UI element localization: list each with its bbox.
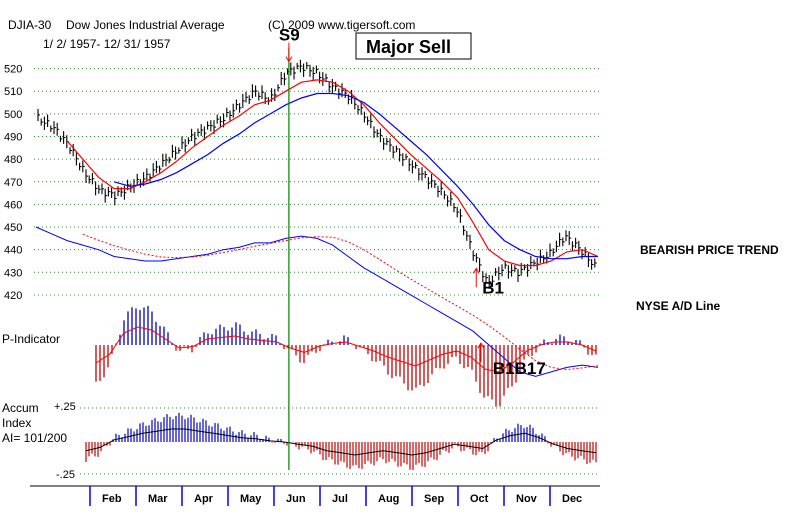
accum-level-label: -.25 bbox=[56, 469, 75, 481]
y-tick-label: 510 bbox=[4, 86, 22, 98]
signal-label: S9 bbox=[279, 26, 300, 45]
ticker-label: DJIA-30 bbox=[8, 18, 52, 32]
major-sell-box bbox=[355, 32, 472, 60]
copyright-label: (C) 2009 www.tigersoft.com bbox=[268, 18, 415, 32]
y-tick-label: 470 bbox=[4, 177, 22, 189]
y-tick-label: 520 bbox=[4, 64, 22, 76]
month-label: Feb bbox=[102, 493, 122, 505]
buy-arrow-head bbox=[472, 267, 480, 274]
accum-index-average-line bbox=[85, 428, 597, 456]
month-label: Jun bbox=[286, 493, 306, 505]
ad-line-label: NYSE A/D Line bbox=[636, 299, 721, 313]
month-label: Apr bbox=[194, 493, 214, 505]
grid-layer bbox=[34, 68, 600, 475]
month-label: Mar bbox=[148, 493, 168, 505]
p-indicator-average-line bbox=[95, 326, 597, 373]
month-label: Sep bbox=[424, 493, 444, 505]
month-label: Oct bbox=[470, 493, 489, 505]
accum-label: Accum bbox=[2, 401, 39, 415]
y-tick-label: 450 bbox=[4, 222, 22, 234]
signal-label: B1B17 bbox=[493, 359, 546, 378]
ma21-line bbox=[66, 79, 599, 267]
major-sell-label: Major Sell bbox=[366, 37, 451, 57]
month-label: Nov bbox=[516, 493, 538, 505]
y-tick-label: 430 bbox=[4, 267, 22, 279]
x-axis-months: Feb Mar Apr May Jun Jul Aug Sep Oct Nov Dec bbox=[30, 485, 600, 506]
y-tick-label: 440 bbox=[4, 245, 22, 257]
accum-index-panel bbox=[85, 412, 597, 471]
p-indicator-label: P-Indicator bbox=[2, 332, 60, 346]
index-label: Index bbox=[2, 416, 31, 430]
y-tick-label: 500 bbox=[4, 109, 22, 121]
accum-ai-label: AI= 101/200 bbox=[2, 431, 67, 445]
month-label: Aug bbox=[378, 493, 399, 505]
bearish-trend-label: BEARISH PRICE TREND bbox=[640, 243, 779, 257]
y-tick-label: 490 bbox=[4, 131, 22, 143]
date-range-label: 1/ 2/ 1957- 12/ 31/ 1957 bbox=[43, 37, 171, 51]
y-tick-label: 420 bbox=[4, 290, 22, 302]
signal-layer: S9 B1 B1B17 bbox=[279, 26, 546, 470]
sell-arrow-head bbox=[285, 56, 293, 63]
ma65-line bbox=[113, 92, 598, 260]
month-label: Jul bbox=[332, 493, 348, 505]
series-layer bbox=[35, 59, 599, 377]
month-label: Dec bbox=[562, 493, 582, 505]
signal-label: B1 bbox=[482, 278, 504, 297]
p-level-label: +.25 bbox=[54, 401, 76, 413]
ad-line bbox=[35, 226, 599, 377]
y-tick-label: 460 bbox=[4, 199, 22, 211]
chart-title: Dow Jones Industrial Average bbox=[66, 18, 225, 32]
buy-arrow-head bbox=[477, 342, 485, 349]
ad-line-average bbox=[82, 233, 599, 371]
y-axis: 520 510 500 490 480 470 460 450 440 430 420 bbox=[4, 64, 22, 302]
y-tick-label: 480 bbox=[4, 154, 22, 166]
p-indicator-panel bbox=[95, 305, 597, 407]
month-label: May bbox=[240, 493, 262, 505]
